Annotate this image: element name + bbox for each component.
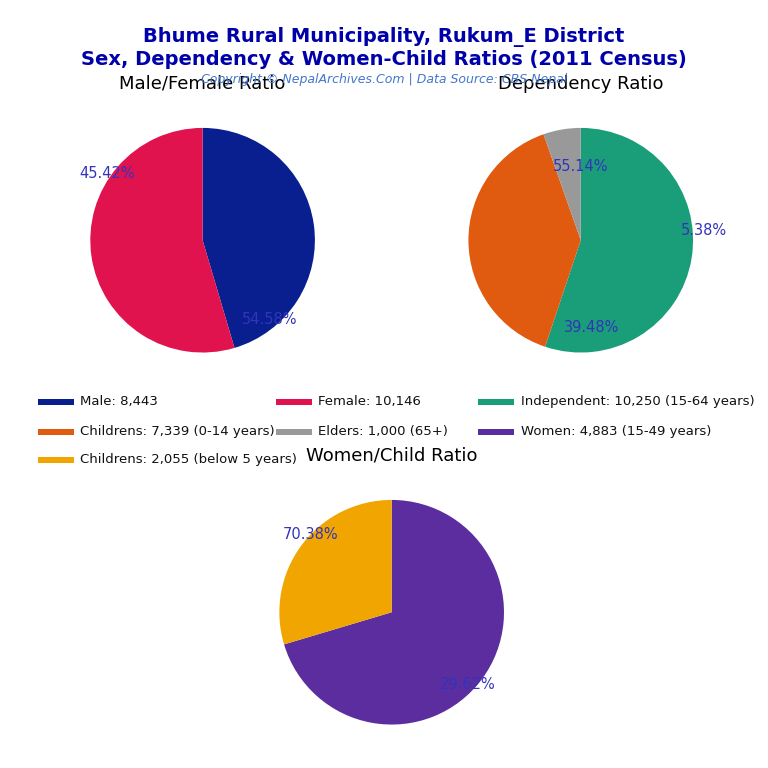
- Title: Male/Female Ratio: Male/Female Ratio: [119, 74, 286, 93]
- Wedge shape: [545, 128, 693, 353]
- Text: 39.48%: 39.48%: [564, 320, 620, 336]
- Text: 55.14%: 55.14%: [553, 159, 608, 174]
- Wedge shape: [91, 128, 234, 353]
- FancyBboxPatch shape: [38, 457, 74, 463]
- Text: 70.38%: 70.38%: [283, 528, 339, 542]
- Text: Childrens: 2,055 (below 5 years): Childrens: 2,055 (below 5 years): [80, 453, 297, 466]
- FancyBboxPatch shape: [38, 399, 74, 405]
- Text: 29.62%: 29.62%: [440, 677, 496, 692]
- FancyBboxPatch shape: [276, 429, 312, 435]
- FancyBboxPatch shape: [478, 429, 514, 435]
- Text: Women: 4,883 (15-49 years): Women: 4,883 (15-49 years): [521, 425, 711, 439]
- Text: Sex, Dependency & Women-Child Ratios (2011 Census): Sex, Dependency & Women-Child Ratios (20…: [81, 50, 687, 69]
- Text: Male: 8,443: Male: 8,443: [80, 396, 158, 408]
- Text: Female: 10,146: Female: 10,146: [319, 396, 422, 408]
- Title: Women/Child Ratio: Women/Child Ratio: [306, 447, 478, 465]
- Text: Childrens: 7,339 (0-14 years): Childrens: 7,339 (0-14 years): [80, 425, 275, 439]
- Wedge shape: [280, 500, 392, 644]
- Text: 45.42%: 45.42%: [79, 167, 135, 181]
- Wedge shape: [203, 128, 315, 348]
- Title: Dependency Ratio: Dependency Ratio: [498, 74, 664, 93]
- Text: 5.38%: 5.38%: [681, 223, 727, 237]
- Text: 54.58%: 54.58%: [242, 313, 298, 327]
- Text: Bhume Rural Municipality, Rukum_E District: Bhume Rural Municipality, Rukum_E Distri…: [144, 27, 624, 47]
- Wedge shape: [468, 134, 581, 346]
- Text: Copyright © NepalArchives.Com | Data Source: CBS Nepal: Copyright © NepalArchives.Com | Data Sou…: [201, 73, 567, 86]
- FancyBboxPatch shape: [478, 399, 514, 405]
- Text: Elders: 1,000 (65+): Elders: 1,000 (65+): [319, 425, 449, 439]
- Wedge shape: [544, 128, 581, 240]
- FancyBboxPatch shape: [276, 399, 312, 405]
- Wedge shape: [284, 500, 504, 724]
- FancyBboxPatch shape: [38, 429, 74, 435]
- Text: Independent: 10,250 (15-64 years): Independent: 10,250 (15-64 years): [521, 396, 754, 408]
